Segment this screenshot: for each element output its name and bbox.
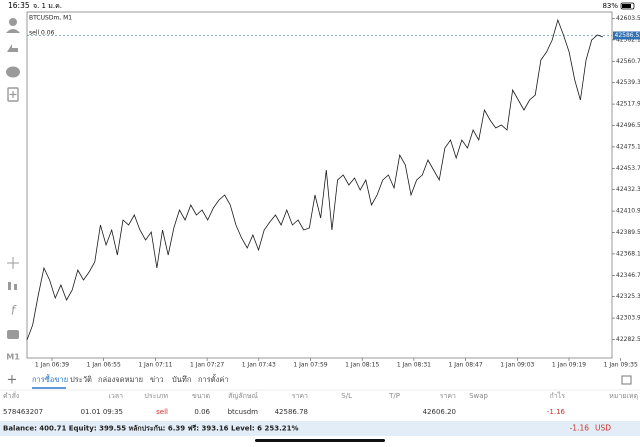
tab[interactable]: กล่องจดหมาย <box>98 375 143 384</box>
column-header: ราคา <box>440 392 456 400</box>
cell: 01.01 09:35 <box>81 408 123 416</box>
home-indicator <box>255 439 385 442</box>
currency: USD <box>595 424 611 433</box>
x-tick-label: 1 Jan 06:39 <box>35 362 69 369</box>
cell: 42586.78 <box>275 408 308 416</box>
objects-icon[interactable] <box>7 330 19 339</box>
cell: sell <box>156 408 168 416</box>
tab[interactable]: ข่าว <box>150 375 164 384</box>
status-battery: 83% <box>602 2 618 10</box>
timeframe-button[interactable]: M1 <box>6 353 20 362</box>
column-header: Swap <box>469 392 488 400</box>
order-label: sell 0.06 <box>29 30 55 37</box>
y-tick-label: 42603.50 <box>616 15 640 22</box>
x-tick-label: 1 Jan 09:35 <box>604 362 638 369</box>
x-tick-label: 1 Jan 07:43 <box>242 362 276 369</box>
x-tick-label: 1 Jan 09:03 <box>500 362 534 369</box>
x-tick-label: 1 Jan 08:31 <box>397 362 431 369</box>
y-tick-label: 42432.30 <box>616 186 640 193</box>
chart-frame <box>26 11 613 359</box>
x-tick-label: 1 Jan 07:59 <box>293 362 327 369</box>
add-button[interactable]: + <box>7 373 18 388</box>
tab-bar <box>0 371 640 391</box>
y-tick-label: 42539.30 <box>616 79 640 86</box>
x-tick-label: 1 Jan 08:47 <box>449 362 483 369</box>
chat-icon[interactable] <box>6 66 20 78</box>
column-header: ราคา <box>292 392 308 400</box>
battery-level <box>622 4 631 8</box>
x-tick-label: 1 Jan 07:11 <box>138 362 172 369</box>
chart-title: BTCUSDm, M1 <box>29 15 72 22</box>
y-tick-label: 42368.10 <box>616 250 640 257</box>
account-summary: Balance: 400.71 Equity: 399.55 หลักประกั… <box>3 425 298 433</box>
y-tick-label: 42496.50 <box>616 122 640 129</box>
status-time: 16:35 <box>8 1 30 10</box>
cell: -1.16 <box>547 408 566 416</box>
column-header: กำไร <box>550 391 566 400</box>
y-tick-label: 42475.10 <box>616 143 640 150</box>
column-header: ขนาด <box>192 392 210 400</box>
indicator-icon[interactable]: f <box>11 304 17 318</box>
y-tick-label: 42582.10 <box>616 36 640 43</box>
y-tick-label: 42282.50 <box>616 336 640 343</box>
crosshair-icon[interactable] <box>7 257 19 269</box>
tab[interactable]: บันทึก <box>172 375 191 384</box>
tab[interactable]: การตั้งค่า <box>198 374 229 384</box>
cell: 578463207 <box>3 408 43 416</box>
new-doc-plus <box>9 91 17 98</box>
panel-icon[interactable] <box>621 375 632 385</box>
tab[interactable]: การซื้อขาย <box>32 374 68 384</box>
battery-icon <box>620 2 635 10</box>
x-tick-label: 1 Jan 09:19 <box>552 362 586 369</box>
price-tag <box>613 31 640 40</box>
cell: btcusdm <box>228 408 259 416</box>
y-tick-label: 42453.70 <box>616 165 640 172</box>
y-tick-label: 42410.90 <box>616 208 640 215</box>
column-header: สัญลักษณ์ <box>228 392 258 400</box>
column-header: คำสั่ง <box>3 391 19 400</box>
sidebar: f M1 <box>6 18 20 362</box>
status-date: จ. 1 ม.ค. <box>33 2 62 10</box>
column-header: T/P <box>388 392 400 400</box>
x-tick-label: 1 Jan 08:15 <box>345 362 379 369</box>
x-tick-label: 1 Jan 06:55 <box>87 362 121 369</box>
column-header: S/L <box>341 392 352 400</box>
y-tick-label: 42517.90 <box>616 101 640 108</box>
price-line-series <box>26 18 604 341</box>
y-tick-label: 42346.70 <box>616 272 640 279</box>
cell: 0.06 <box>194 408 210 416</box>
total-profit: -1.16 <box>570 424 590 433</box>
tab[interactable]: ประวัติ <box>70 375 92 384</box>
y-tick-label: 42560.70 <box>616 58 640 65</box>
y-tick-label: 42303.90 <box>616 315 640 322</box>
new-doc-icon[interactable] <box>7 87 19 102</box>
trade-icon[interactable] <box>7 44 18 52</box>
y-tick-label: 42325.30 <box>616 293 640 300</box>
candles-icon-2 <box>14 284 17 290</box>
y-tick-label: 42389.50 <box>616 229 640 236</box>
cell: 42606.20 <box>423 408 456 416</box>
column-header: หมายเหตุ <box>609 392 638 400</box>
x-tick-label: 1 Jan 07:27 <box>190 362 224 369</box>
account-icon[interactable] <box>9 18 17 26</box>
price-tag-label: 42586.52 <box>615 32 640 39</box>
candles-icon[interactable] <box>8 282 11 290</box>
footer-bar <box>0 421 640 436</box>
column-header: เวลา <box>108 392 123 400</box>
account-icon-body <box>6 29 20 33</box>
column-header: ประเภท <box>144 392 168 400</box>
